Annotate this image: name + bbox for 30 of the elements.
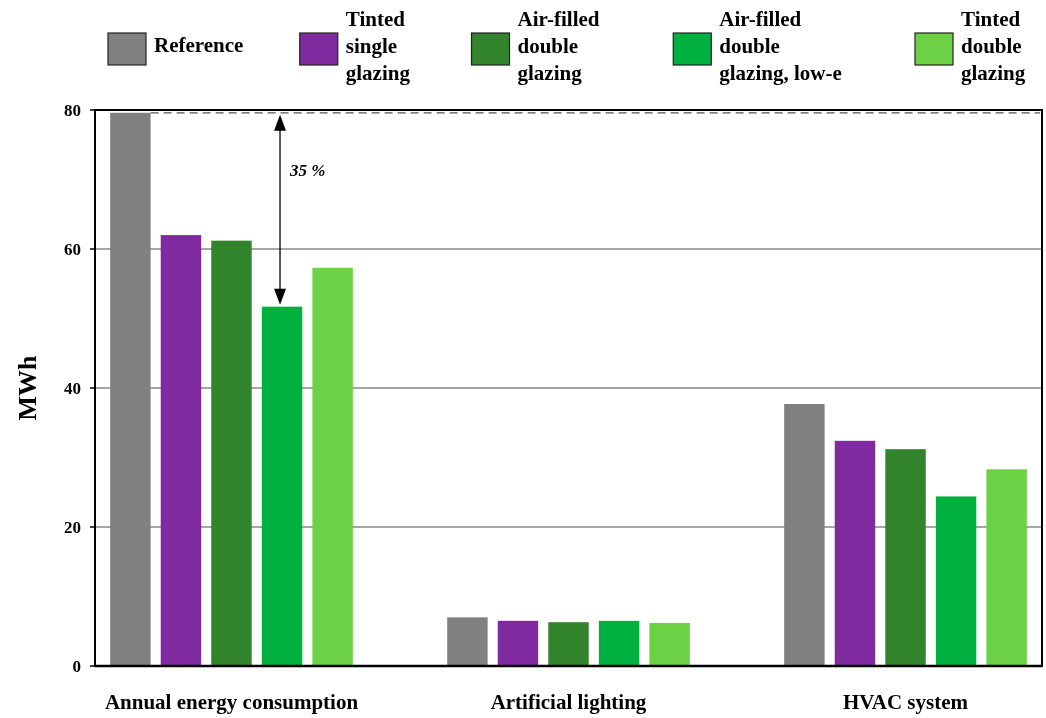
y-tick-label: 0 bbox=[72, 656, 81, 676]
bar bbox=[598, 620, 640, 666]
bar bbox=[986, 469, 1027, 666]
legend-label: Air-filled double glazing, low-e bbox=[719, 7, 842, 85]
x-tick-label: HVAC system bbox=[842, 690, 969, 714]
annotation: 35 % bbox=[289, 161, 326, 181]
bar bbox=[935, 496, 977, 666]
bar bbox=[261, 306, 303, 666]
bar bbox=[312, 267, 353, 666]
legend-label: Tinted single glazing bbox=[345, 7, 411, 85]
bar bbox=[160, 235, 202, 666]
bar bbox=[548, 622, 589, 666]
y-tick-label: 40 bbox=[64, 378, 81, 398]
y-tick-label: 60 bbox=[64, 239, 81, 259]
bar bbox=[649, 622, 690, 666]
bar bbox=[834, 440, 876, 666]
y-tick-label: 20 bbox=[64, 517, 81, 537]
legend-label: Tinted double glazing bbox=[961, 7, 1026, 85]
x-tick-label: Artificial lighting bbox=[490, 690, 647, 714]
bar bbox=[497, 620, 539, 666]
legend-label: Air-filled double glazing bbox=[517, 7, 600, 85]
bar bbox=[885, 449, 926, 666]
bar bbox=[211, 240, 252, 666]
bar bbox=[110, 112, 151, 666]
y-axis-title: MWh bbox=[13, 354, 42, 421]
y-tick-label: 80 bbox=[64, 100, 81, 120]
legend-label: Reference bbox=[154, 33, 244, 57]
bar bbox=[784, 403, 825, 666]
bar bbox=[447, 617, 488, 666]
x-tick-label: Annual energy consumption bbox=[104, 690, 359, 714]
